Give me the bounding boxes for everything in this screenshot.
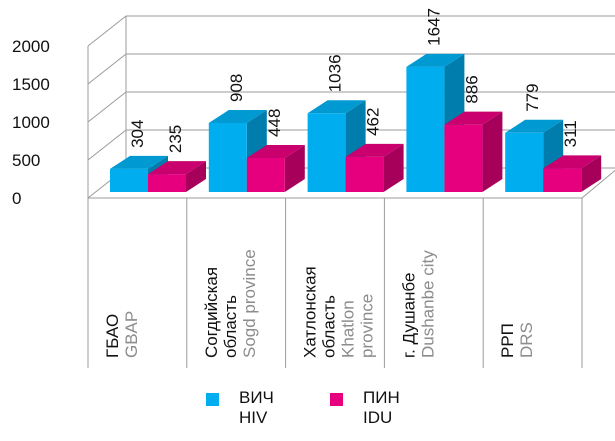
category-label: Хатлонская bbox=[301, 266, 320, 358]
category-label: DRS bbox=[517, 322, 536, 358]
category-label: Dushanbe city bbox=[418, 250, 437, 358]
bar-value-label: 462 bbox=[364, 108, 383, 136]
category-label: РРП bbox=[498, 323, 517, 358]
legend-label-ru: ВИЧ bbox=[239, 388, 274, 407]
bar-value-label: 304 bbox=[128, 120, 147, 148]
category-label: Sogd province bbox=[240, 249, 259, 358]
category-labels: ГБАО GBAP Согдийская область Sogd province Ха… bbox=[87, 198, 583, 368]
legend-label-ru: ПИН bbox=[363, 388, 400, 407]
y-tick-label: 500 bbox=[12, 151, 40, 170]
bar-idu bbox=[543, 155, 602, 192]
bars: 304 235 908 448 1036 462 1647 886 779 311 bbox=[110, 8, 602, 192]
bar-idu bbox=[345, 143, 404, 192]
chart-frame bbox=[87, 15, 615, 199]
bar-value-label: 1647 bbox=[424, 8, 443, 46]
y-tick-label: 1000 bbox=[12, 113, 50, 132]
category-label: Согдийская bbox=[202, 267, 221, 358]
category-label: область bbox=[221, 295, 240, 358]
legend-swatch-idu bbox=[330, 393, 343, 406]
category-label: г. Душанбе bbox=[399, 273, 418, 358]
bar-value-label: 1036 bbox=[326, 54, 345, 92]
bar-value-label: 311 bbox=[561, 120, 580, 147]
bar-hiv bbox=[307, 100, 366, 192]
category-label: province bbox=[358, 294, 377, 358]
bar-value-label: 235 bbox=[166, 125, 185, 153]
legend-swatch-hiv bbox=[206, 393, 219, 406]
category-label: GBAP bbox=[122, 311, 141, 358]
legend-item-idu: ПИН IDU bbox=[330, 388, 400, 428]
y-tick-label: 0 bbox=[12, 189, 21, 208]
y-tick-label: 2000 bbox=[12, 37, 50, 56]
category-label: ГБАО bbox=[103, 314, 122, 358]
bar-idu bbox=[444, 111, 503, 192]
bar-idu bbox=[148, 161, 206, 192]
legend-item-hiv: ВИЧ HIV bbox=[206, 388, 274, 428]
bar-value-label: 448 bbox=[265, 109, 284, 137]
y-axis: 0 500 1000 1500 2000 bbox=[12, 37, 50, 208]
bar-value-label: 908 bbox=[227, 74, 246, 102]
y-tick-label: 1500 bbox=[12, 75, 50, 94]
legend-label-en: IDU bbox=[363, 408, 393, 427]
legend-label-en: HIV bbox=[239, 408, 268, 427]
bar-value-label: 886 bbox=[462, 75, 481, 103]
category-label: Khatlon bbox=[339, 300, 358, 358]
bar-value-label: 779 bbox=[523, 83, 542, 111]
bar-idu bbox=[246, 144, 305, 192]
category-label: область bbox=[320, 295, 339, 358]
